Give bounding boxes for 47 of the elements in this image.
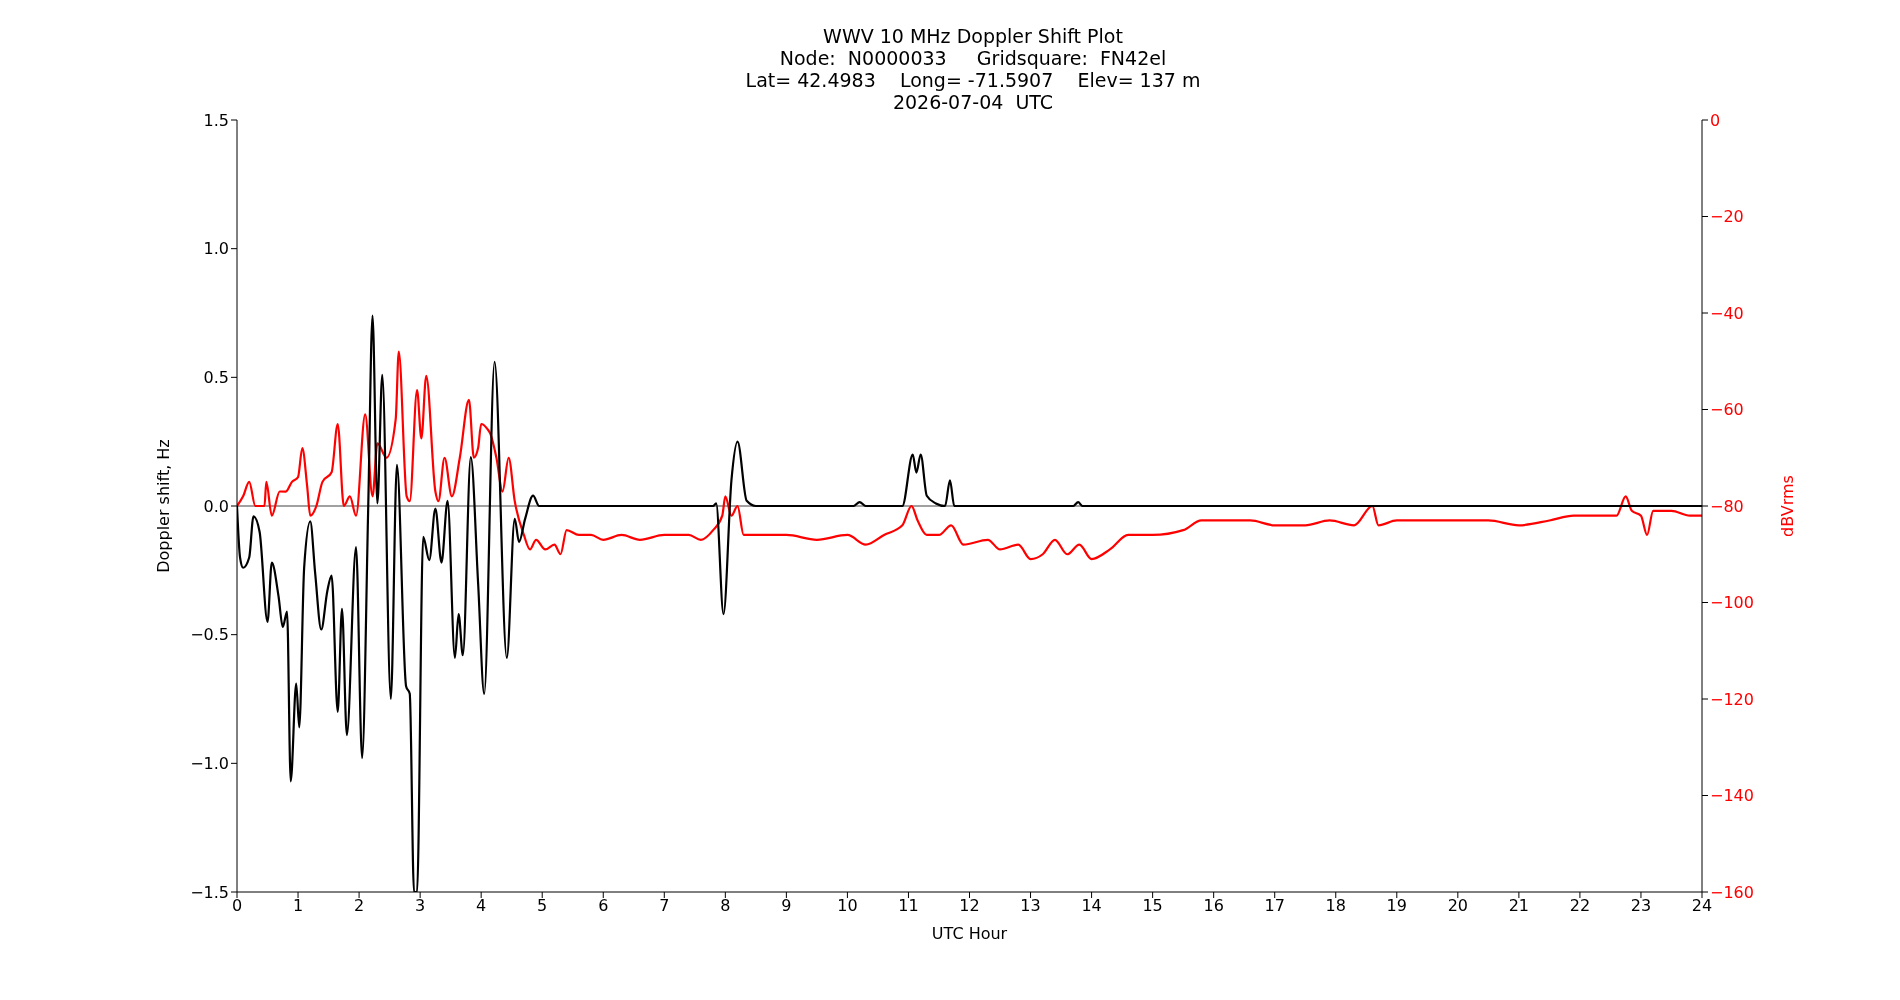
x-tick-label: 17 xyxy=(1264,896,1285,916)
y2-tick-label: −40 xyxy=(1710,303,1744,323)
chart-subtitle: Node: N0000033 Gridsquare: FN42el Lat= 42.4983 Long= -71.5907 Elev= 137 m 2026-07-04 UTC xyxy=(745,47,1201,113)
x-tick-label: 20 xyxy=(1447,896,1469,916)
y2-tick-label: −100 xyxy=(1710,593,1754,613)
x-tick-label: 13 xyxy=(1020,896,1041,916)
x-tick-label: 4 xyxy=(476,896,487,916)
y-tick-label: −1.5 xyxy=(190,882,229,902)
x-tick-label: 21 xyxy=(1508,896,1530,916)
y2-tick-label: 0 xyxy=(1710,110,1721,130)
y2-tick-label: −160 xyxy=(1710,882,1754,902)
x-tick-label: 24 xyxy=(1691,896,1713,916)
x-tick-label: 8 xyxy=(720,896,731,916)
y2-tick-label: −140 xyxy=(1710,786,1754,806)
y2-tick-label: −20 xyxy=(1710,207,1744,227)
x-tick-label: 9 xyxy=(781,896,792,916)
y-tick-label: 0.0 xyxy=(203,496,229,516)
x-tick-label: 6 xyxy=(598,896,609,916)
x-tick-label: 18 xyxy=(1325,896,1346,916)
y-tick-label: 1.0 xyxy=(203,239,229,259)
x-tick-label: 11 xyxy=(898,896,919,916)
x-tick-label: 23 xyxy=(1630,896,1652,916)
x-axis-title: UTC Hour xyxy=(931,924,1008,943)
x-tick-label: 0 xyxy=(231,896,243,916)
chart-title: WWV 10 MHz Doppler Shift Plot xyxy=(823,25,1123,47)
x-tick-label: 14 xyxy=(1081,896,1102,916)
x-tick-label: 22 xyxy=(1569,896,1591,916)
x-tick-label: 7 xyxy=(659,896,670,916)
x-tick-label: 5 xyxy=(537,896,548,916)
y2-axis-title: dBVrms xyxy=(1777,475,1797,537)
x-tick-label: 16 xyxy=(1203,896,1224,916)
y-tick-label: 1.5 xyxy=(203,110,229,130)
x-tick-label: 15 xyxy=(1142,896,1163,916)
x-tick-label: 19 xyxy=(1386,896,1407,916)
y2-tick-label: −80 xyxy=(1710,496,1744,516)
line-series xyxy=(237,350,1702,561)
y2-tick-label: −60 xyxy=(1710,400,1744,420)
x-tick-label: 3 xyxy=(415,896,426,916)
x-tick-label: 2 xyxy=(353,896,365,916)
y-tick-label: −1.0 xyxy=(190,754,229,774)
x-tick-label: 10 xyxy=(837,896,858,916)
x-tick-label: 12 xyxy=(959,896,980,916)
y-tick-label: −0.5 xyxy=(190,625,229,645)
y-axis-title: Doppler shift, Hz xyxy=(153,439,173,573)
x-tick-label: 1 xyxy=(292,896,304,916)
y2-tick-label: −120 xyxy=(1710,689,1754,709)
y-tick-label: 0.5 xyxy=(203,368,229,388)
